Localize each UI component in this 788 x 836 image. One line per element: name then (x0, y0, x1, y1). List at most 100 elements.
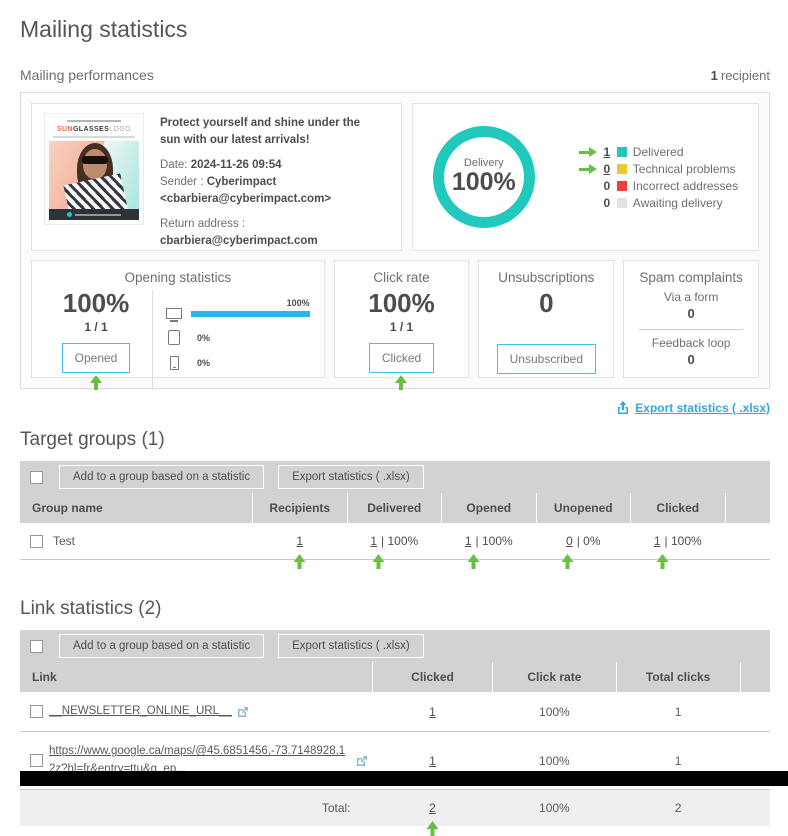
add-to-group-button[interactable]: Add to a group based on a statistic (59, 634, 265, 658)
unsubscriptions-value: 0 (539, 288, 554, 318)
delivered-count-link[interactable]: 1 (603, 144, 611, 159)
total-clicked-cell: 2 (372, 789, 493, 836)
total-click-rate-cell: 100% (492, 789, 617, 826)
column-group-name: Group name (20, 493, 253, 523)
delivery-donut-chart: Delivery 100% (432, 126, 535, 228)
clicked-link[interactable]: 1 (653, 534, 661, 548)
clicked-cell: 1 | 100% (630, 523, 725, 569)
select-all-checkbox[interactable] (30, 639, 43, 653)
export-statistics-link[interactable]: Export statistics ( .xlsx) (635, 401, 770, 415)
export-statistics-row: Export statistics ( .xlsx) (20, 401, 770, 415)
email-return-block: Return address : cbarbiera@cyberimpact.c… (160, 216, 378, 249)
clicked-button[interactable]: Clicked (368, 343, 435, 374)
row-checkbox[interactable] (30, 705, 43, 719)
clicked-link[interactable]: 1 (429, 753, 436, 768)
delivery-percent: 100% (451, 168, 516, 197)
email-subject: Protect yourself and shine under the sun… (160, 117, 361, 146)
technical-count-link[interactable]: 0 (603, 161, 611, 176)
export-statistics-button[interactable]: Export statistics ( .xlsx) (278, 634, 424, 658)
thumbnail-subtitle-line (52, 136, 136, 138)
add-to-group-button[interactable]: Add to a group based on a statistic (59, 465, 265, 489)
column-clicked: Clicked (630, 493, 725, 523)
awaiting-count: 0 (603, 195, 611, 210)
unopened-cell: 0 | 0% (536, 523, 631, 569)
click-rate-percent: 100% (368, 288, 435, 318)
total-clicks-cell: 1 (616, 692, 740, 733)
legend-row-delivered: 1 Delivered (578, 144, 738, 159)
spacer-cell (725, 523, 770, 560)
column-unopened: Unopened (535, 493, 631, 523)
click-rate-title: Click rate (373, 270, 430, 285)
performances-bottom-row: Opening statistics 100% 1 / 1 Opened (31, 260, 760, 391)
incorrect-swatch (616, 180, 627, 191)
total-total-clicks-cell: 2 (616, 789, 740, 826)
thumbnail-photo (48, 141, 140, 209)
delivery-label: Delivery (463, 157, 504, 170)
green-arrow-right-icon (578, 163, 597, 175)
green-arrow-up-icon (292, 554, 307, 569)
incorrect-label: Incorrect addresses (632, 178, 739, 193)
external-link-icon[interactable] (237, 706, 248, 717)
thumbnail-brand-sun: SUN (56, 126, 73, 133)
legend-row-awaiting: 0 Awaiting delivery (579, 196, 738, 210)
spam-complaints-panel: Spam complaints Via a form 0 Feedback lo… (623, 260, 760, 378)
thumbnail-preheader-line (67, 120, 121, 122)
technical-label: Technical problems (632, 161, 736, 176)
opening-percent: 100% (62, 288, 130, 318)
unopened-link[interactable]: 0 (566, 534, 573, 548)
spacer-cell (740, 692, 770, 733)
recipient-count-value: 1 (710, 68, 718, 83)
email-sender-value: Cyberimpact <cbarbiera@cyberimpact.com> (160, 176, 332, 205)
opened-button[interactable]: Opened (61, 343, 131, 374)
clicked-cell: 1 (372, 692, 493, 733)
delivered-link[interactable]: 1 (370, 534, 378, 548)
total-clicked-link[interactable]: 2 (429, 800, 436, 815)
device-row-tablet: 0% (165, 330, 310, 345)
column-spacer (724, 493, 770, 523)
desktop-bar (191, 310, 310, 317)
page-title: Mailing statistics (20, 16, 188, 42)
opening-statistics-panel: Opening statistics 100% 1 / 1 Opened (31, 260, 325, 391)
column-opened: Opened (441, 493, 536, 523)
desktop-percent: 100% (286, 297, 310, 308)
performances-header: Mailing performances 1 recipient (20, 67, 770, 83)
green-arrow-up-icon (372, 554, 387, 569)
awaiting-label: Awaiting delivery (632, 195, 723, 210)
desktop-icon (165, 308, 183, 322)
thumbnail-model-sunglasses (81, 156, 108, 164)
target-groups-toolbar: Add to a group based on a statistic Expo… (20, 461, 770, 493)
technical-swatch (616, 163, 627, 174)
thumbnail-footer-logo-dot (66, 212, 72, 217)
table-row: Test 1 1 | 100% 1 | 100% 0 | 0% (20, 523, 770, 569)
email-sender-label: Sender : (160, 176, 204, 189)
select-all-checkbox[interactable] (30, 470, 43, 484)
tablet-percent: 0% (197, 332, 211, 343)
device-row-desktop: 100% (165, 298, 310, 322)
row-checkbox[interactable] (30, 754, 43, 767)
recipients-link[interactable]: 1 (296, 534, 304, 548)
tablet-icon (165, 330, 183, 345)
total-label: Total: (20, 789, 373, 826)
clicked-link[interactable]: 1 (429, 704, 436, 719)
email-date-label: Date: (160, 159, 188, 172)
column-recipients: Recipients (252, 493, 347, 523)
delivered-label: Delivered (632, 144, 684, 159)
unsubscribed-button[interactable]: Unsubscribed (496, 344, 596, 375)
email-preview-card: SUNGLASSESLOGO Protect yourself and shi (31, 103, 402, 276)
spam-divider (639, 329, 743, 330)
export-statistics-button[interactable]: Export statistics ( .xlsx) (278, 465, 424, 489)
recipients-cell: 1 (252, 523, 347, 569)
table-row: __NEWSLETTER_ONLINE_URL__ 1 100% 1 (20, 692, 770, 733)
row-checkbox[interactable] (30, 534, 43, 548)
green-arrow-right-icon (578, 146, 597, 158)
newsletter-url-link[interactable]: __NEWSLETTER_ONLINE_URL__ (49, 705, 232, 717)
green-arrow-up-icon (89, 375, 104, 391)
opened-link[interactable]: 1 (464, 534, 472, 548)
column-link: Link (20, 662, 373, 692)
external-link-icon[interactable] (356, 755, 367, 766)
delivered-swatch (616, 146, 627, 157)
delivery-legend: 1 Delivered 0 Technical problems 0 (578, 142, 739, 213)
column-total-clicks: Total clicks (615, 662, 740, 692)
opened-cell: 1 | 100% (441, 523, 536, 569)
email-sender-row: Sender : Cyberimpact <cbarbiera@cyberimp… (160, 174, 378, 207)
